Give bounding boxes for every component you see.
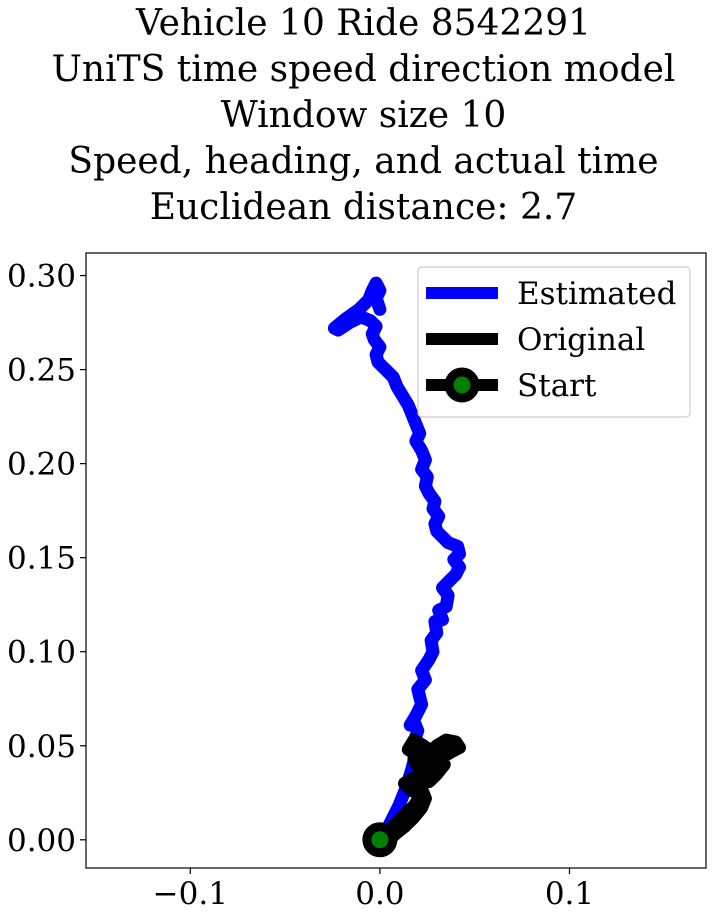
legend-start-marker [444, 367, 480, 403]
title-line-2: UniTS time speed direction model [51, 49, 676, 90]
y-tick-label: 0.00 [7, 823, 76, 859]
series-original-line [373, 733, 466, 847]
legend-start-label: Start [517, 368, 597, 404]
title-line-3: Window size 10 [220, 95, 507, 136]
title-line-5: Euclidean distance: 2.7 [149, 187, 578, 228]
x-tick-label: −0.1 [153, 876, 228, 912]
y-tick-label: 0.25 [7, 353, 76, 389]
legend: Estimated Original Start [417, 266, 691, 418]
plot-area-frame [85, 252, 707, 869]
x-axis: −0.1 0.0 0.1 [153, 868, 594, 912]
x-tick-label: 0.0 [355, 876, 404, 912]
x-tick-label: 0.1 [545, 876, 594, 912]
y-axis: 0.00 0.05 0.10 0.15 0.20 0.25 0.30 [7, 259, 86, 859]
chart-title: Vehicle 10 Ride 8542291 UniTS time speed… [0, 0, 727, 230]
start-marker [362, 822, 398, 858]
title-line-4: Speed, heading, and actual time [68, 141, 659, 182]
legend-estimated-label: Estimated [517, 276, 676, 312]
title-line-1: Vehicle 10 Ride 8542291 [135, 3, 592, 44]
y-tick-label: 0.05 [7, 729, 76, 765]
y-tick-label: 0.15 [7, 541, 76, 577]
legend-original-label: Original [517, 322, 645, 358]
y-tick-label: 0.10 [7, 635, 76, 671]
series-estimated-line [327, 276, 466, 847]
y-tick-label: 0.20 [7, 447, 76, 483]
series-layer [327, 276, 466, 858]
y-tick-label: 0.30 [7, 259, 76, 295]
